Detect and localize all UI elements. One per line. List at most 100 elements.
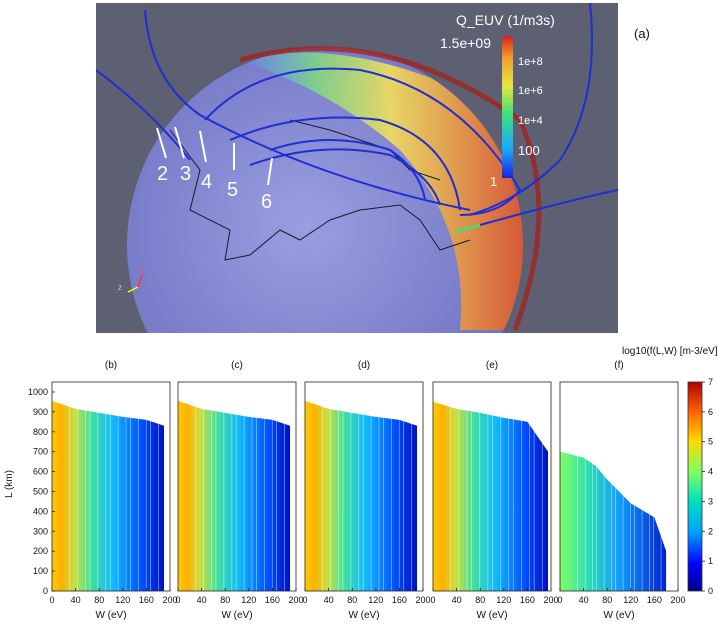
colorbar-tick: 1e+6: [518, 85, 543, 97]
distribution-charts-svg: log10(f(L,W) [m-3/eV]) L (km) (b)0 40 80 12…: [4, 346, 718, 621]
field-line-label: 2: [157, 163, 168, 185]
x-tick-label: 80: [347, 595, 357, 605]
y-tick-label: 1000: [28, 387, 48, 397]
y-tick-label: 600: [33, 467, 48, 477]
x-tick-label: 0: [302, 595, 307, 605]
q-euv-colorbar: [502, 36, 513, 178]
field-line: [249, 148, 441, 206]
x-tick-label: 40: [579, 595, 589, 605]
globe-render-panel: 2 3 4 5 6 x z Q_EUV (1/m3s) 1.5e+09 1e+8…: [96, 3, 650, 333]
plot-frame: [51, 381, 171, 592]
field-line-label: 5: [227, 179, 238, 201]
x-tick-label: 160: [265, 595, 280, 605]
colorbar-tick: 100: [518, 143, 540, 158]
colorbar-tick-label: 4: [708, 467, 713, 477]
x-axis-label: W (eV): [221, 610, 252, 621]
y-tick-label: 700: [33, 447, 48, 457]
field-line: [479, 189, 618, 226]
field-line-marker: [156, 127, 167, 159]
distribution-colorbar-ticks: 7 6 5 4 3 2 1 0: [702, 377, 713, 596]
field-line-marker: [199, 130, 207, 163]
colorbar-tick: 1: [490, 174, 497, 189]
x-tick-label: 40: [197, 595, 207, 605]
colorbar-tick: 1e+4: [518, 115, 543, 127]
y-tick-label: 300: [33, 526, 48, 536]
axes-glyph-line: [127, 286, 139, 293]
x-tick-label: 80: [220, 595, 230, 605]
panel-title: (f): [614, 360, 623, 371]
distribution-heatmap: [178, 400, 291, 591]
panel-title: (d): [358, 360, 370, 371]
colorbar-max-label: 1.5e+09: [440, 35, 491, 51]
x-tick-label: 40: [71, 595, 81, 605]
panel-label-a: (a): [634, 26, 650, 41]
x-tick-label: 160: [520, 595, 535, 605]
colorbar-tick-label: 3: [708, 496, 713, 506]
colorbar-tick: 1e+8: [518, 56, 543, 68]
y-tick-label: 400: [33, 506, 48, 516]
x-tick-label: 80: [602, 595, 612, 605]
x-tick-label: 0: [430, 595, 435, 605]
x-tick-label: 200: [288, 595, 303, 605]
x-tick-label: 120: [496, 595, 511, 605]
y-tick-label: 500: [33, 486, 48, 496]
globe-render-svg: 2 3 4 5 6 x z Q_EUV (1/m3s) 1.5e+09 1e+8…: [96, 3, 650, 333]
field-line-label: 4: [201, 171, 212, 193]
x-tick-label: 200: [670, 595, 685, 605]
axes-glyph-line: [137, 274, 143, 288]
field-line-label: 3: [180, 163, 191, 185]
x-tick-label: 80: [94, 595, 104, 605]
panel-title: (c): [231, 360, 243, 371]
distribution-heatmap: [305, 400, 418, 591]
x-axis-label: W (eV): [603, 610, 634, 621]
field-line: [144, 9, 471, 211]
panel-title: (e): [486, 360, 498, 371]
distribution-colorbar-title: log10(f(L,W) [m-3/eV]): [622, 346, 718, 357]
plot-frame: [304, 381, 424, 592]
field-line-label: 6: [261, 191, 272, 213]
colorbar-tick-label: 7: [708, 377, 713, 387]
colorbar-tick-label: 0: [708, 586, 713, 596]
plot-frame: [432, 381, 552, 592]
x-tick-label: 200: [415, 595, 430, 605]
y-tick-label: 100: [33, 566, 48, 576]
axes-glyph-x: x: [140, 267, 144, 276]
field-line: [229, 116, 461, 211]
colorbar-title: Q_EUV (1/m3s): [456, 12, 555, 28]
x-tick-label: 0: [175, 595, 180, 605]
x-tick-label: 120: [623, 595, 638, 605]
field-line-illuminated: [454, 223, 481, 234]
x-tick-label: 200: [162, 595, 177, 605]
plot-frame: [177, 381, 297, 592]
distribution-heatmap: [433, 401, 549, 591]
x-tick-label: 160: [139, 595, 154, 605]
axes-glyph-z: z: [118, 283, 122, 292]
colorbar-tick-label: 2: [708, 526, 713, 536]
y-tick-label: 200: [33, 546, 48, 556]
field-line: [269, 139, 426, 201]
x-axis-label: W (eV): [348, 610, 379, 621]
panel-title: (b): [105, 360, 117, 371]
colorbar-tick-label: 1: [708, 556, 713, 566]
x-tick-label: 200: [543, 595, 558, 605]
field-line-marker: [267, 157, 273, 186]
y-axis-label: L (km): [4, 470, 15, 498]
x-tick-label: 0: [49, 595, 54, 605]
y-tick-label: 0: [43, 586, 48, 596]
field-line: [204, 67, 522, 216]
distribution-panels: log10(f(L,W) [m-3/eV]) L (km) (b) 0 40 80 12…: [0, 340, 718, 628]
x-axis-label: W (eV): [476, 610, 507, 621]
x-tick-label: 40: [452, 595, 462, 605]
x-tick-label: 120: [368, 595, 383, 605]
x-tick-label: 160: [647, 595, 662, 605]
x-tick-label: 160: [392, 595, 407, 605]
x-tick-label: 120: [115, 595, 130, 605]
y-tick-label: 900: [33, 407, 48, 417]
x-axis-label: W (eV): [95, 610, 126, 621]
distribution-heatmap: [52, 400, 165, 591]
field-line-marker: [174, 126, 185, 159]
colorbar-tick-label: 5: [708, 437, 713, 447]
x-tick-label: 40: [324, 595, 334, 605]
distribution-colorbar: [687, 381, 703, 592]
